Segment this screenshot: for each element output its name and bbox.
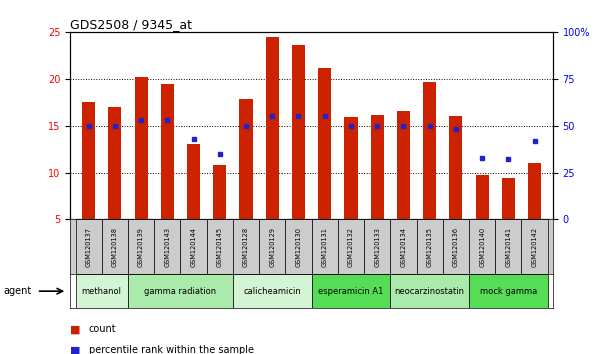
Text: GSM120135: GSM120135 bbox=[426, 227, 433, 267]
Text: GSM120142: GSM120142 bbox=[532, 227, 538, 267]
Bar bbox=[443, 219, 469, 274]
Bar bbox=[76, 274, 128, 308]
Text: GSM120138: GSM120138 bbox=[112, 227, 118, 267]
Text: GSM120133: GSM120133 bbox=[374, 227, 380, 267]
Bar bbox=[154, 219, 180, 274]
Bar bbox=[390, 274, 469, 308]
Text: GDS2508 / 9345_at: GDS2508 / 9345_at bbox=[70, 18, 192, 31]
Bar bbox=[496, 219, 521, 274]
Text: percentile rank within the sample: percentile rank within the sample bbox=[89, 346, 254, 354]
Text: GSM120136: GSM120136 bbox=[453, 227, 459, 267]
Bar bbox=[338, 219, 364, 274]
Bar bbox=[475, 175, 489, 219]
Bar bbox=[259, 219, 285, 274]
Bar bbox=[521, 219, 547, 274]
Text: GSM120139: GSM120139 bbox=[138, 227, 144, 267]
Text: GSM120132: GSM120132 bbox=[348, 227, 354, 267]
Bar bbox=[76, 219, 102, 274]
Text: calicheamicin: calicheamicin bbox=[243, 287, 301, 296]
Bar bbox=[134, 77, 148, 219]
Text: neocarzinostatin: neocarzinostatin bbox=[395, 287, 464, 296]
Bar bbox=[108, 107, 122, 219]
Bar bbox=[502, 178, 515, 219]
Bar bbox=[161, 84, 174, 219]
Text: GSM120137: GSM120137 bbox=[86, 227, 92, 267]
Bar bbox=[128, 274, 233, 308]
Bar bbox=[292, 45, 305, 219]
Bar bbox=[364, 219, 390, 274]
Bar bbox=[102, 219, 128, 274]
Text: agent: agent bbox=[3, 286, 31, 296]
Bar bbox=[449, 116, 463, 219]
Bar bbox=[371, 115, 384, 219]
Text: esperamicin A1: esperamicin A1 bbox=[318, 287, 384, 296]
Bar bbox=[128, 219, 154, 274]
Text: GSM120129: GSM120129 bbox=[269, 227, 276, 267]
Text: count: count bbox=[89, 324, 116, 334]
Bar bbox=[233, 219, 259, 274]
Bar bbox=[207, 219, 233, 274]
Text: ■: ■ bbox=[70, 346, 81, 354]
Bar bbox=[233, 274, 312, 308]
Bar bbox=[417, 219, 443, 274]
Text: GSM120141: GSM120141 bbox=[505, 227, 511, 267]
Text: GSM120131: GSM120131 bbox=[322, 227, 327, 267]
Text: GSM120144: GSM120144 bbox=[191, 227, 197, 267]
Bar bbox=[318, 68, 331, 219]
Bar bbox=[312, 274, 390, 308]
Bar bbox=[528, 163, 541, 219]
Text: methanol: methanol bbox=[82, 287, 122, 296]
Bar bbox=[397, 111, 410, 219]
Text: GSM120128: GSM120128 bbox=[243, 227, 249, 267]
Bar bbox=[469, 219, 496, 274]
Bar bbox=[345, 117, 357, 219]
Bar bbox=[82, 102, 95, 219]
Bar bbox=[423, 81, 436, 219]
Text: GSM120130: GSM120130 bbox=[296, 227, 301, 267]
Bar bbox=[187, 144, 200, 219]
Bar bbox=[266, 36, 279, 219]
Text: GSM120143: GSM120143 bbox=[164, 227, 170, 267]
Text: ■: ■ bbox=[70, 324, 81, 334]
Bar bbox=[312, 219, 338, 274]
Bar bbox=[285, 219, 312, 274]
Text: mock gamma: mock gamma bbox=[480, 287, 537, 296]
Bar bbox=[390, 219, 417, 274]
Text: GSM120140: GSM120140 bbox=[479, 227, 485, 267]
Bar bbox=[180, 219, 207, 274]
Text: GSM120145: GSM120145 bbox=[217, 227, 223, 267]
Bar bbox=[469, 274, 547, 308]
Text: GSM120134: GSM120134 bbox=[400, 227, 406, 267]
Bar bbox=[240, 99, 252, 219]
Text: gamma radiation: gamma radiation bbox=[144, 287, 216, 296]
Bar bbox=[213, 165, 226, 219]
